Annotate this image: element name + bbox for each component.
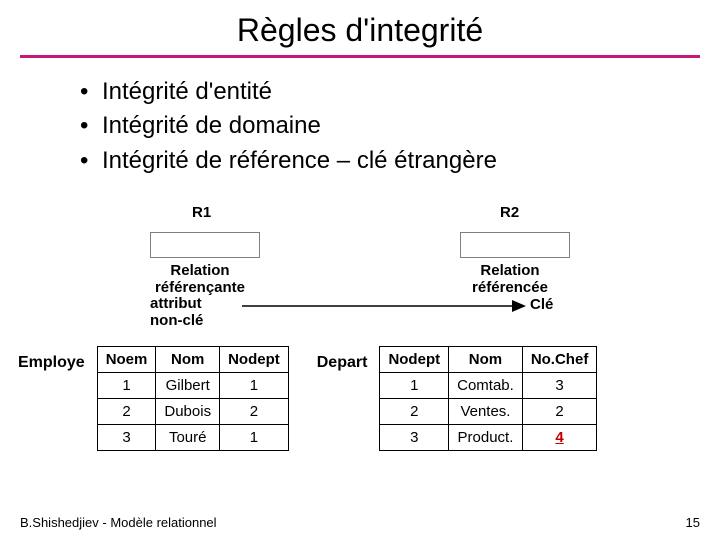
table-employe-title: Employe bbox=[18, 346, 91, 372]
table-depart-title: Depart bbox=[317, 346, 374, 372]
relation-referencee-label: Relationréférencée bbox=[440, 262, 580, 297]
footer: B.Shishedjiev - Modèle relationnel 15 bbox=[20, 515, 700, 530]
col-header: Nom bbox=[156, 347, 220, 373]
col-header: Nodept bbox=[380, 347, 449, 373]
highlighted-cell: 4 bbox=[555, 429, 563, 446]
bullet-item: Intégrité de référence – clé étrangère bbox=[80, 145, 680, 177]
r2-box bbox=[460, 232, 570, 258]
relation-referencante-label: Relationréférençante bbox=[130, 262, 270, 297]
col-header: Nom bbox=[449, 347, 523, 373]
footer-page-number: 15 bbox=[686, 515, 700, 530]
table-depart-group: Depart Nodept Nom No.Chef 1 Comtab. 3 2 … bbox=[317, 346, 598, 451]
table-employe: Noem Nom Nodept 1 Gilbert 1 2 Dubois 2 3… bbox=[97, 346, 289, 451]
arrow-icon bbox=[242, 296, 532, 316]
relation-diagram: R1 R2 Relationréférençante Relationréfér… bbox=[110, 196, 610, 326]
table-row: 2 Dubois 2 bbox=[97, 399, 288, 425]
table-row: 2 Ventes. 2 bbox=[380, 399, 597, 425]
table-row: Nodept Nom No.Chef bbox=[380, 347, 597, 373]
attribut-non-cle-label: attributnon-clé bbox=[150, 296, 203, 329]
cle-label: Clé bbox=[530, 296, 553, 313]
table-row: 1 Gilbert 1 bbox=[97, 373, 288, 399]
table-employe-group: Employe Noem Nom Nodept 1 Gilbert 1 2 Du… bbox=[18, 346, 289, 451]
col-header: No.Chef bbox=[522, 347, 597, 373]
bullet-list: Intégrité d'entité Intégrité de domaine … bbox=[40, 76, 680, 177]
col-header: Nodept bbox=[220, 347, 289, 373]
bullet-item: Intégrité de domaine bbox=[80, 110, 680, 142]
slide-title: Règles d'integrité bbox=[20, 0, 700, 58]
table-row: 1 Comtab. 3 bbox=[380, 373, 597, 399]
col-header: Noem bbox=[97, 347, 156, 373]
table-depart: Nodept Nom No.Chef 1 Comtab. 3 2 Ventes.… bbox=[379, 346, 597, 451]
footer-left: B.Shishedjiev - Modèle relationnel bbox=[20, 515, 217, 530]
r2-label: R2 bbox=[500, 204, 519, 221]
table-row: 3 Product. 4 bbox=[380, 425, 597, 451]
r1-box bbox=[150, 232, 260, 258]
table-row: 3 Touré 1 bbox=[97, 425, 288, 451]
bullet-item: Intégrité d'entité bbox=[80, 76, 680, 108]
r1-label: R1 bbox=[192, 204, 211, 221]
table-row: Noem Nom Nodept bbox=[97, 347, 288, 373]
